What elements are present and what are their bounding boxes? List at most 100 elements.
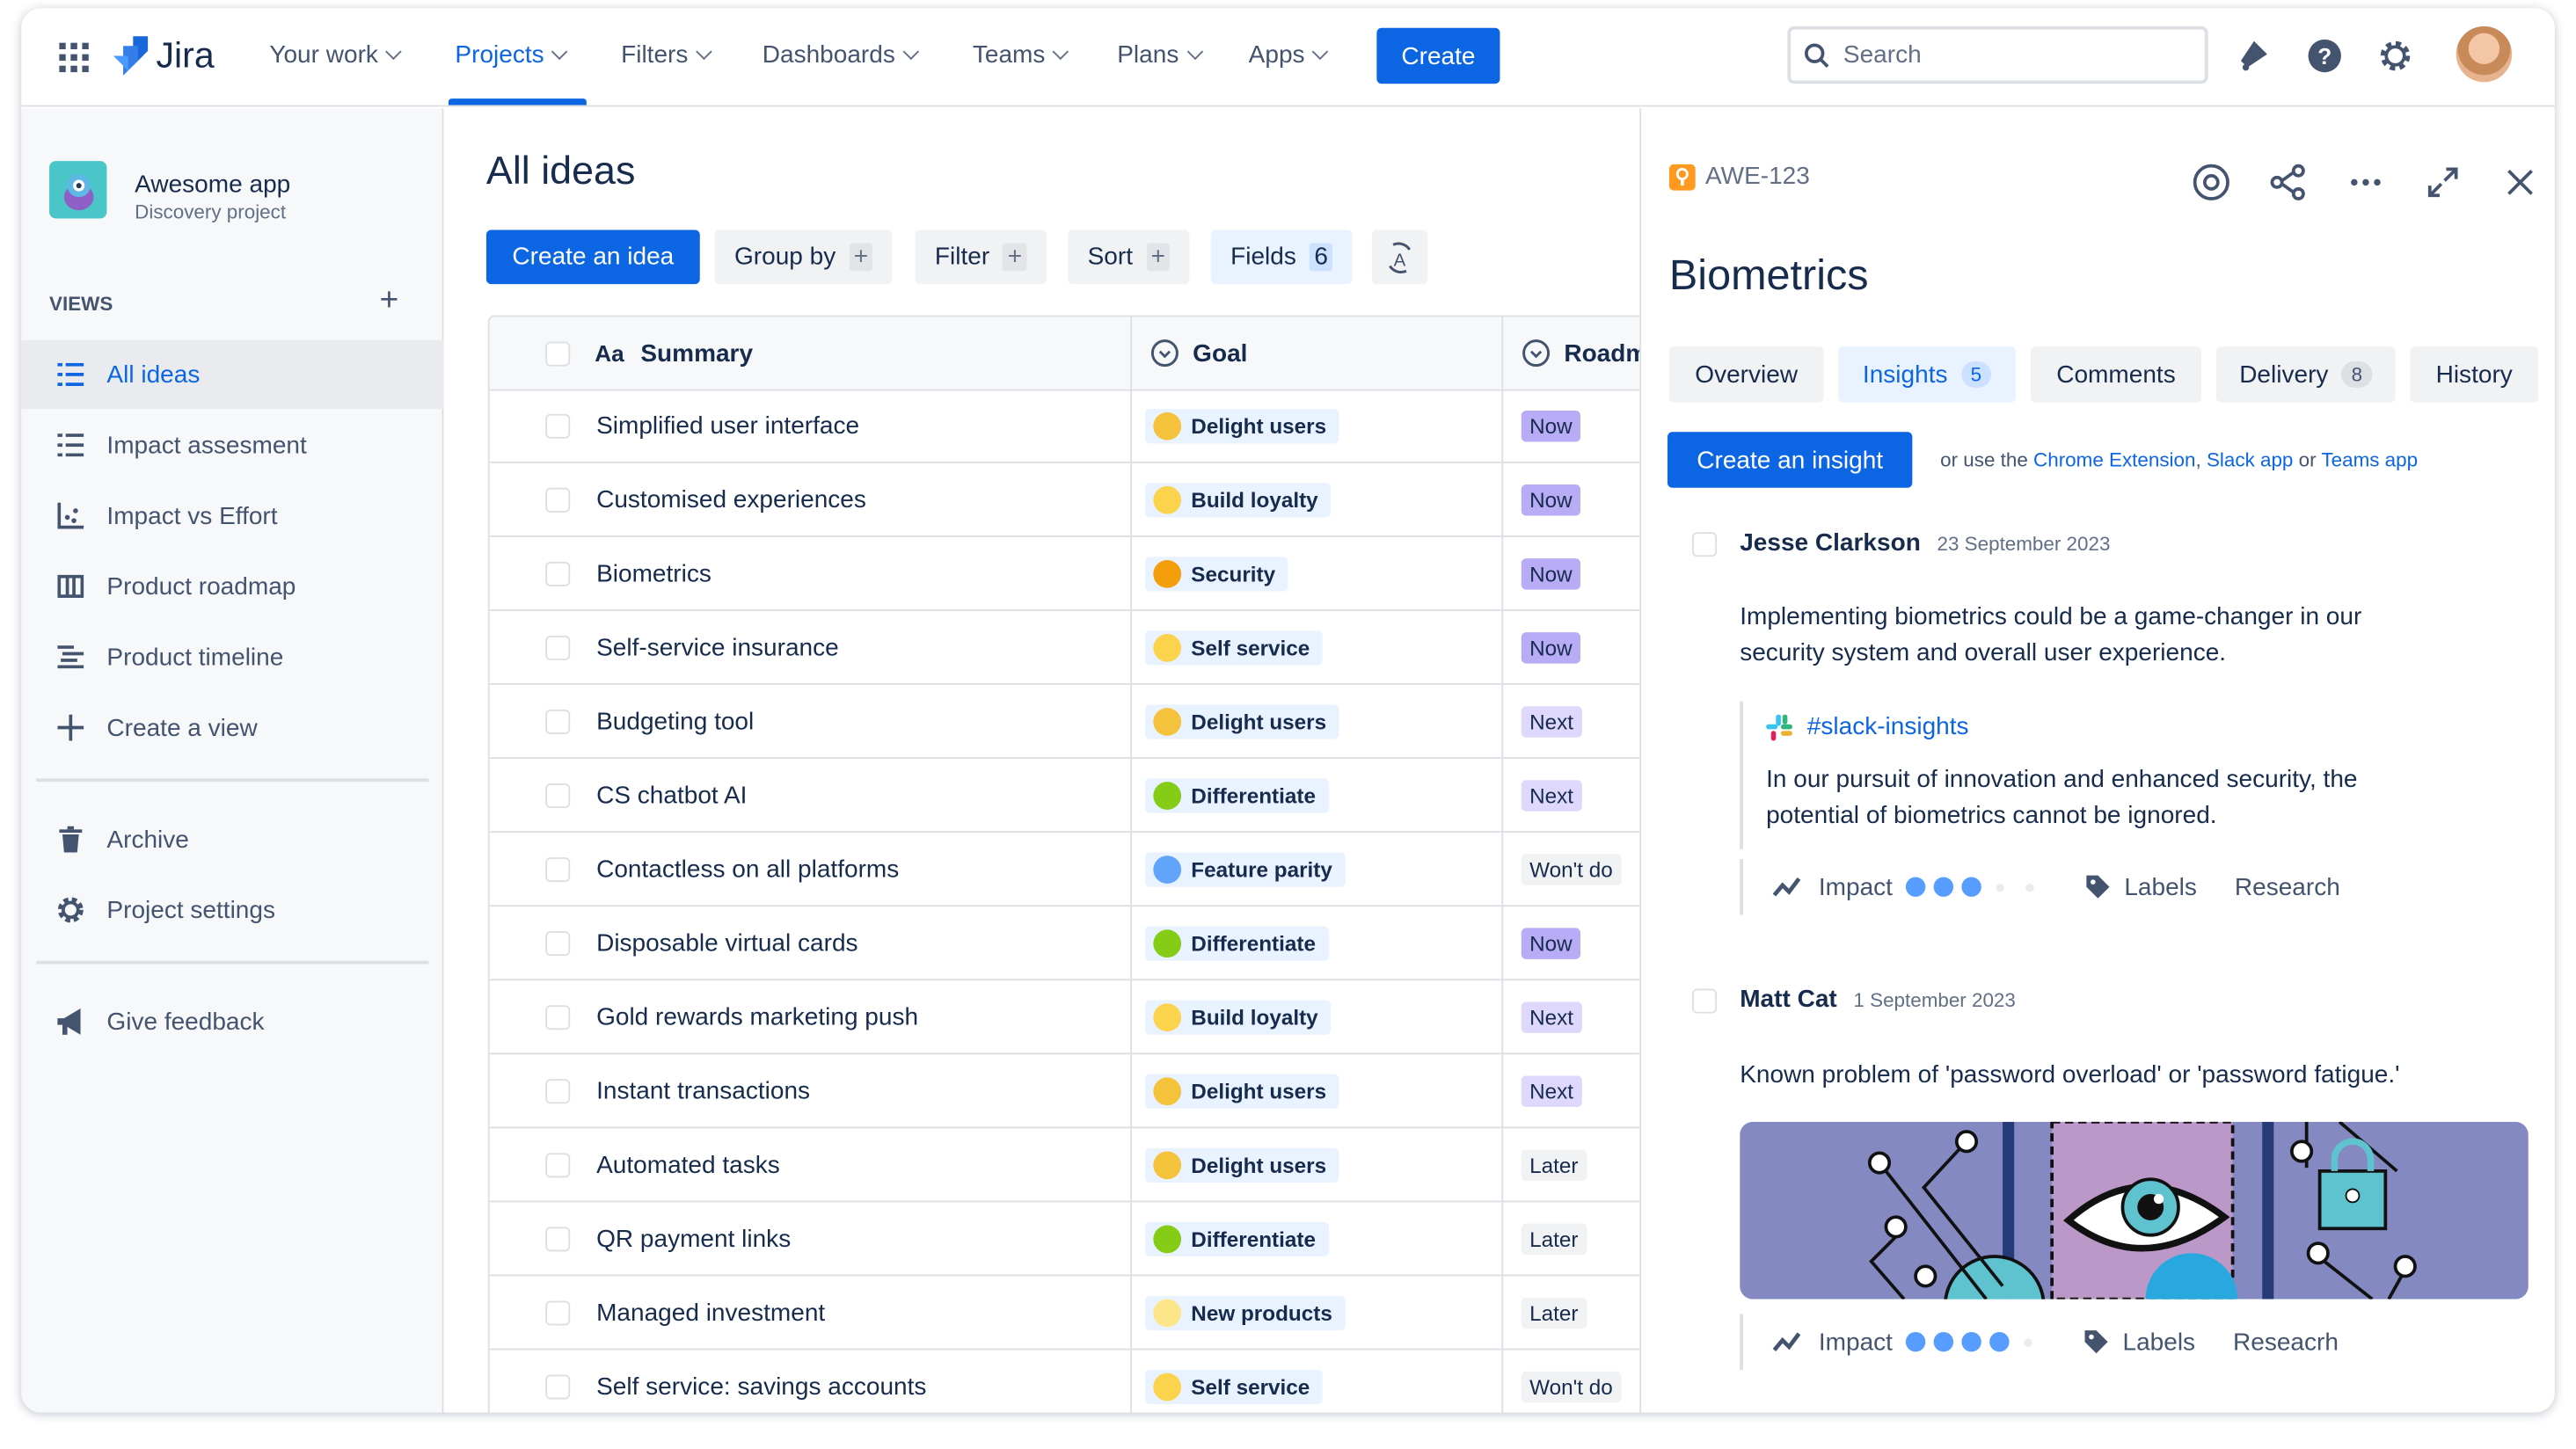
row-checkbox[interactable] <box>545 1004 571 1030</box>
sidebar-item-impact-assesment[interactable]: Impact assesment <box>21 411 443 479</box>
create-idea-button[interactable]: Create an idea <box>485 229 700 285</box>
roadmap-tag[interactable]: Won't do <box>1521 1370 1622 1402</box>
help-icon[interactable]: ? <box>2307 38 2343 74</box>
auto-sort-button[interactable]: A <box>1371 229 1428 285</box>
summary-cell[interactable]: Contactless on all platforms <box>596 855 900 884</box>
roadmap-tag[interactable]: Next <box>1521 1001 1582 1033</box>
row-checkbox[interactable] <box>545 1152 571 1177</box>
settings-icon[interactable] <box>2377 38 2413 74</box>
row-checkbox[interactable] <box>545 1300 571 1325</box>
row-checkbox[interactable] <box>545 1226 571 1251</box>
roadmap-tag[interactable]: Now <box>1521 927 1581 958</box>
goal-chip[interactable]: Build loyalty <box>1144 482 1332 517</box>
row-checkbox[interactable] <box>545 1078 571 1103</box>
sidebar-item-archive[interactable]: Archive <box>21 805 443 873</box>
goal-chip[interactable]: Differentiate <box>1144 1220 1329 1256</box>
roadmap-tag[interactable]: Next <box>1521 705 1582 737</box>
table-row[interactable]: Self service: savings accounts Self servi… <box>490 1350 1669 1413</box>
sidebar-item-all-ideas[interactable]: All ideas <box>21 339 444 410</box>
sidebar-item-product-timeline[interactable]: Product timeline <box>21 623 443 691</box>
goal-chip[interactable]: Build loyalty <box>1144 999 1332 1034</box>
roadmap-tag[interactable]: Next <box>1521 1074 1582 1107</box>
nav-filters[interactable]: Filters <box>621 41 712 69</box>
summary-cell[interactable]: Budgeting tool <box>596 707 755 735</box>
column-header-summary[interactable]: Aa Summary <box>595 317 753 390</box>
select-all-checkbox[interactable] <box>545 340 571 366</box>
sidebar-item-impact-vs-effort[interactable]: Impact vs Effort <box>21 481 443 550</box>
tab-delivery[interactable]: Delivery 8 <box>2215 346 2396 403</box>
roadmap-tag[interactable]: Now <box>1521 631 1581 663</box>
row-checkbox[interactable] <box>545 783 571 808</box>
tab-history[interactable]: History <box>2410 346 2539 403</box>
roadmap-tag[interactable]: Later <box>1521 1222 1587 1255</box>
roadmap-tag[interactable]: Won't do <box>1521 853 1622 885</box>
row-checkbox[interactable] <box>545 930 571 956</box>
goal-chip[interactable]: Delight users <box>1144 1147 1340 1183</box>
group-by-button[interactable]: Group by + <box>714 229 894 285</box>
goal-chip[interactable]: Feature parity <box>1144 851 1346 886</box>
user-avatar[interactable] <box>2456 25 2513 83</box>
table-row[interactable]: Instant transactions Delight users Next <box>489 1054 1669 1129</box>
row-checkbox[interactable] <box>545 560 571 586</box>
slack-app-link[interactable]: Slack app <box>2206 448 2294 472</box>
sort-button[interactable]: Sort + <box>1068 229 1190 285</box>
app-switcher-icon[interactable] <box>59 42 89 73</box>
summary-cell[interactable]: Self-service insurance <box>596 633 839 661</box>
label-value[interactable]: Research <box>2234 872 2340 901</box>
chrome-extension-link[interactable]: Chrome Extension <box>2033 448 2196 472</box>
sidebar-item-give-feedback[interactable]: Give feedback <box>21 987 443 1056</box>
roadmap-tag[interactable]: Later <box>1521 1148 1587 1181</box>
row-checkbox[interactable] <box>545 1373 571 1399</box>
table-row[interactable]: Simplified user interface Delight users No… <box>489 389 1669 463</box>
table-row[interactable]: Gold rewards marketing push Build loyalty… <box>489 980 1669 1055</box>
jira-logo[interactable]: Jira <box>113 34 215 77</box>
summary-cell[interactable]: Simplified user interface <box>596 411 860 440</box>
nav-dashboards[interactable]: Dashboards <box>763 41 919 69</box>
goal-chip[interactable]: Self service <box>1144 630 1324 665</box>
nav-your-work[interactable]: Your work <box>269 41 402 69</box>
table-row[interactable]: Automated tasks Delight users Later <box>489 1128 1669 1203</box>
table-row[interactable]: QR payment links Differentiate Later <box>489 1202 1669 1277</box>
summary-cell[interactable]: QR payment links <box>596 1224 792 1253</box>
roadmap-tag[interactable]: Later <box>1521 1296 1587 1329</box>
goal-chip[interactable]: Differentiate <box>1144 777 1329 812</box>
table-row[interactable]: Budgeting tool Delight users Next <box>489 684 1669 760</box>
tab-insights[interactable]: Insights 5 <box>1838 346 2017 403</box>
row-checkbox[interactable] <box>545 486 571 512</box>
more-icon[interactable] <box>2346 163 2386 202</box>
search-input[interactable]: Search <box>1787 25 2208 84</box>
row-checkbox[interactable] <box>545 634 571 660</box>
goal-chip[interactable]: Delight users <box>1144 1073 1340 1108</box>
summary-cell[interactable]: Automated tasks <box>596 1150 780 1179</box>
table-row[interactable]: CS chatbot AI Differentiate Next <box>489 759 1669 834</box>
sidebar-item-project-settings[interactable]: Project settings <box>21 876 443 944</box>
roadmap-tag[interactable]: Now <box>1521 410 1581 441</box>
teams-app-link[interactable]: Teams app <box>2321 448 2419 472</box>
goal-chip[interactable]: New products <box>1144 1294 1346 1330</box>
tab-overview[interactable]: Overview <box>1668 346 1824 403</box>
roadmap-tag[interactable]: Next <box>1521 779 1582 811</box>
insight-checkbox[interactable] <box>1692 532 1718 557</box>
insight-checkbox[interactable] <box>1692 988 1718 1014</box>
roadmap-tag[interactable]: Now <box>1521 484 1581 515</box>
project-avatar[interactable] <box>49 161 107 219</box>
create-insight-button[interactable]: Create an insight <box>1667 432 1913 488</box>
idea-title[interactable]: Biometrics <box>1668 249 1869 299</box>
summary-cell[interactable]: Disposable virtual cards <box>596 928 858 958</box>
share-icon[interactable] <box>2269 163 2309 202</box>
table-row[interactable]: Disposable virtual cards Differentiate Now <box>489 907 1669 981</box>
summary-cell[interactable]: CS chatbot AI <box>596 781 748 809</box>
project-name[interactable]: Awesome app <box>135 171 291 200</box>
fields-button[interactable]: Fields 6 <box>1210 229 1354 285</box>
row-checkbox[interactable] <box>545 412 571 438</box>
summary-cell[interactable]: Managed investment <box>596 1298 826 1327</box>
expand-icon[interactable] <box>2423 163 2463 202</box>
sidebar-item-product-roadmap[interactable]: Product roadmap <box>21 552 443 621</box>
summary-cell[interactable]: Customised experiences <box>596 484 866 513</box>
column-header-goal[interactable]: Goal <box>1150 317 1247 390</box>
row-checkbox[interactable] <box>545 856 571 882</box>
nav-projects[interactable]: Projects <box>455 41 568 69</box>
table-row[interactable]: Self-service insurance Self service Now <box>489 610 1669 685</box>
summary-cell[interactable]: Instant transactions <box>596 1076 811 1105</box>
nav-plans[interactable]: Plans <box>1117 41 1203 69</box>
